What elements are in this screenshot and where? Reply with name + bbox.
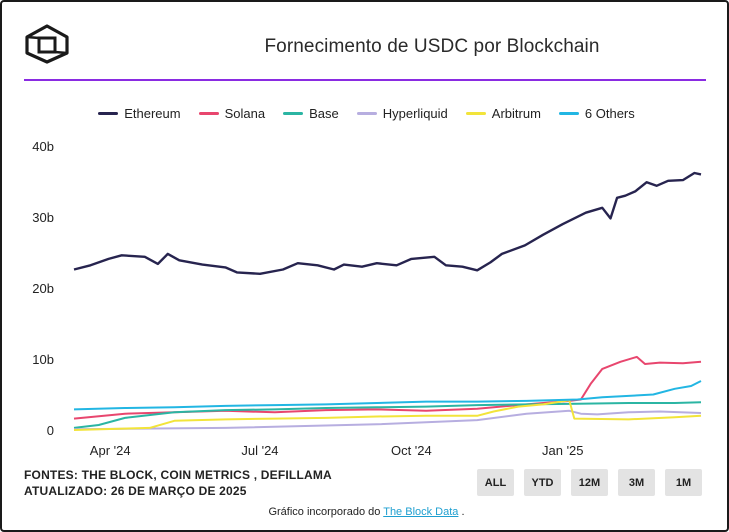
- updated-text: ATUALIZADO: 26 DE MARÇO DE 2025: [24, 484, 247, 498]
- legend-label: Ethereum: [124, 106, 181, 121]
- legend-label: Solana: [224, 106, 266, 121]
- legend-swatch: [356, 112, 377, 115]
- range-button-ytd[interactable]: YTD: [524, 469, 561, 496]
- line-chart: 0 10b 20b 30b 40b Apr '24 Jul '24 Oct '24 Jan '…: [32, 139, 702, 458]
- legend-label: 6 Others: [584, 106, 635, 121]
- the-block-logo-icon: [25, 24, 69, 64]
- x-tick-label: Jan '25: [542, 443, 584, 458]
- chart-sources: FONTES: THE BLOCK, COIN METRICS , DEFILL…: [24, 467, 332, 499]
- embed-suffix: .: [461, 506, 465, 518]
- series-line-6-others: [73, 380, 702, 411]
- range-button-1m[interactable]: 1M: [665, 469, 702, 496]
- legend-item-base[interactable]: Base: [283, 106, 339, 121]
- title-divider: [24, 79, 706, 81]
- chart-legend: Ethereum Solana Base Hyperliquid Arbitrum 6 O…: [2, 106, 729, 121]
- legend-item-ethereum[interactable]: Ethereum: [98, 106, 181, 121]
- legend-label: Base: [309, 106, 339, 121]
- y-axis: 0 10b 20b 30b 40b: [32, 139, 54, 438]
- chart-title: Fornecimento de USDC por Blockchain: [264, 36, 600, 57]
- x-axis: Apr '24 Jul '24 Oct '24 Jan '25: [90, 443, 584, 458]
- legend-swatch: [465, 112, 486, 115]
- series-line-hyperliquid: [73, 409, 702, 431]
- the-block-data-link[interactable]: The Block Data: [383, 506, 459, 518]
- legend-label: Arbitrum: [491, 106, 541, 121]
- legend-swatch: [558, 112, 579, 115]
- embed-note: Gráfico incorporado do The Block Data .: [2, 506, 729, 518]
- legend-label: Hyperliquid: [382, 106, 448, 121]
- series-lines: [73, 171, 702, 431]
- sources-text: FONTES: THE BLOCK, COIN METRICS , DEFILL…: [24, 468, 332, 482]
- legend-item-solana[interactable]: Solana: [198, 106, 266, 121]
- series-line-arbitrum: [73, 399, 702, 431]
- time-range-selector: ALL YTD 12M 3M 1M: [477, 469, 702, 496]
- x-tick-label: Apr '24: [90, 443, 131, 458]
- y-tick-label: 30b: [32, 210, 54, 225]
- y-tick-label: 20b: [32, 281, 54, 296]
- y-tick-label: 0: [47, 423, 54, 438]
- legend-swatch: [283, 112, 304, 115]
- legend-item-hyperliquid[interactable]: Hyperliquid: [356, 106, 448, 121]
- y-tick-label: 10b: [32, 352, 54, 367]
- legend-swatch: [198, 112, 219, 115]
- range-button-12m[interactable]: 12M: [571, 469, 608, 496]
- embed-prefix: Gráfico incorporado do: [268, 506, 381, 518]
- range-button-all[interactable]: ALL: [477, 469, 514, 496]
- legend-item-arbitrum[interactable]: Arbitrum: [465, 106, 541, 121]
- series-line-solana: [73, 355, 702, 420]
- series-line-base: [73, 401, 702, 429]
- range-button-3m[interactable]: 3M: [618, 469, 655, 496]
- y-tick-label: 40b: [32, 139, 54, 154]
- series-line-ethereum: [73, 171, 702, 275]
- x-tick-label: Jul '24: [241, 443, 278, 458]
- x-tick-label: Oct '24: [391, 443, 432, 458]
- legend-swatch: [98, 112, 119, 115]
- legend-item-6-others[interactable]: 6 Others: [558, 106, 635, 121]
